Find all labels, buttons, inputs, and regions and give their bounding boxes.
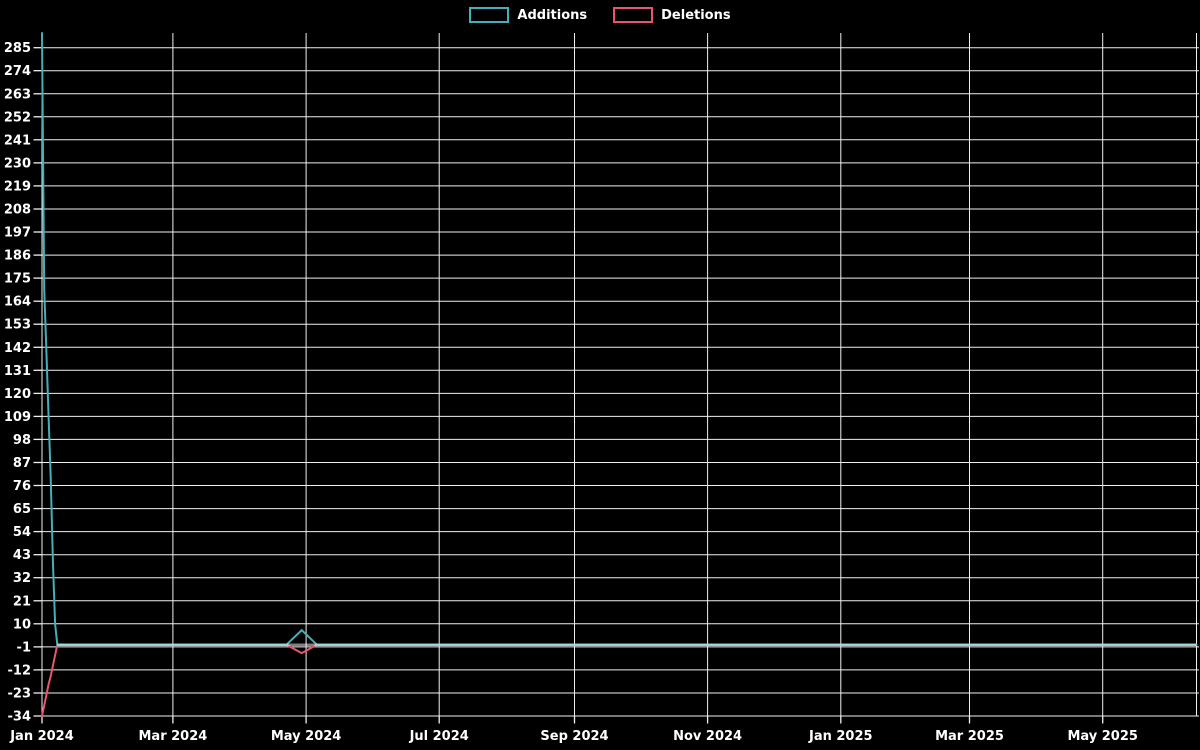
- additions-swatch-icon: [469, 7, 510, 23]
- y-tick-label: 197: [4, 226, 31, 241]
- y-tick-label: 131: [4, 364, 31, 379]
- y-tick-label: 76: [13, 479, 31, 494]
- y-tick-label: 21: [13, 594, 31, 609]
- y-tick-label: 109: [4, 410, 31, 425]
- y-tick-label: -23: [8, 687, 32, 702]
- y-tick-label: 208: [4, 203, 31, 218]
- y-tick-labels: 285 274 263 252 241 230 219 208 197 186 175 164 153 1…: [4, 41, 31, 724]
- y-tick-label: 65: [13, 502, 31, 517]
- deletions-line: [41, 643, 1198, 717]
- y-tick-label: -1: [17, 640, 31, 655]
- y-tick-label: 274: [4, 64, 31, 79]
- y-tick-label: 219: [4, 179, 31, 194]
- additions-line: [41, 32, 1198, 646]
- x-tick-label: May 2024: [271, 729, 342, 744]
- y-tick-label: 153: [4, 318, 31, 333]
- y-tick-label: 10: [13, 617, 31, 632]
- y-tick-label: 164: [4, 295, 31, 310]
- x-gridlines: [41, 33, 1197, 716]
- y-tick-label: 175: [4, 272, 31, 287]
- y-tick-label: 32: [13, 571, 31, 586]
- y-tick-label: 120: [4, 387, 31, 402]
- legend-item-deletions[interactable]: Deletions: [613, 7, 731, 23]
- y-tick-label: 98: [13, 433, 31, 448]
- y-tick-label: 43: [13, 548, 31, 563]
- x-tick-labels: Jan 2024 Mar 2024 May 2024 Jul 2024 Sep 2024…: [9, 729, 1138, 744]
- y-gridlines: [42, 47, 1199, 717]
- x-tick-label: Nov 2024: [673, 729, 742, 744]
- x-tick-label: May 2025: [1067, 729, 1138, 744]
- deletions-swatch-icon: [613, 7, 654, 23]
- y-tick-label: 241: [4, 133, 31, 148]
- x-tick-label: Mar 2025: [935, 729, 1004, 744]
- additions-legend-label: Additions: [517, 7, 588, 23]
- y-tick-label: 230: [4, 156, 31, 171]
- y-tick-label: 186: [4, 249, 31, 264]
- y-tick-label: 54: [13, 525, 31, 540]
- x-tick-label: Jan 2025: [808, 729, 873, 744]
- legend-item-additions[interactable]: Additions: [469, 7, 587, 23]
- y-tick-label: 263: [4, 87, 31, 102]
- x-tick-label: Jul 2024: [409, 729, 469, 744]
- y-tick-marks: [33, 47, 42, 717]
- y-tick-label: 252: [4, 110, 31, 125]
- x-tick-marks: [41, 716, 1104, 724]
- deletions-legend-label: Deletions: [661, 7, 731, 23]
- y-tick-label: 285: [4, 41, 31, 56]
- chart-legend: Additions Deletions: [0, 7, 1200, 23]
- y-tick-label: 87: [13, 456, 31, 471]
- x-tick-label: Sep 2024: [540, 729, 608, 744]
- y-tick-label: -12: [8, 663, 32, 678]
- x-tick-label: Mar 2024: [138, 729, 207, 744]
- x-tick-label: Jan 2024: [9, 729, 74, 744]
- y-tick-label: -34: [8, 710, 32, 725]
- y-tick-label: 142: [4, 341, 31, 356]
